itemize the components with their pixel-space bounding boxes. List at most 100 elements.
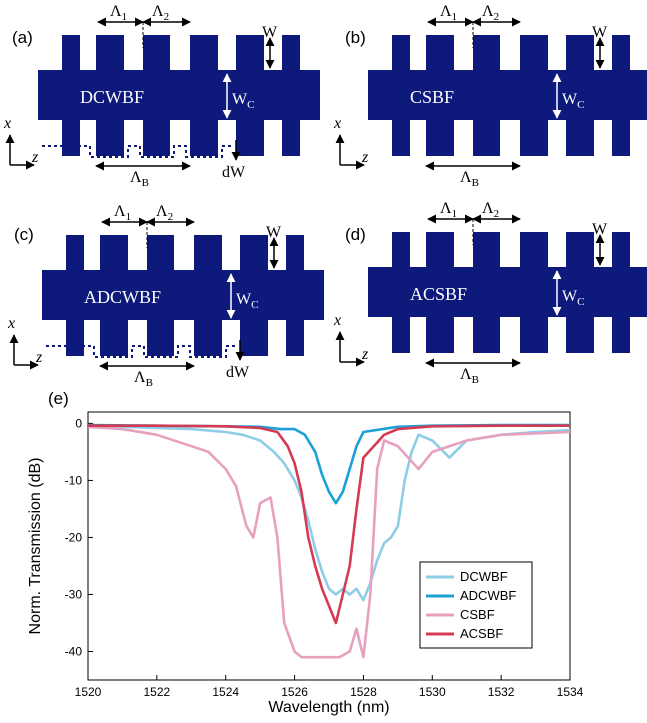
grating-tooth-bottom — [236, 119, 264, 156]
panel-1: DCWBF Λ1 Λ2 W WC ΛB dW x z (a) — [3, 3, 320, 189]
x-tick-label: 1522 — [144, 685, 171, 699]
grating-tooth-bottom — [426, 316, 454, 353]
x-axis-label: x — [333, 115, 341, 132]
grating-tooth-bottom — [96, 119, 124, 156]
y-axis-title: Norm. Transmission (dB) — [27, 458, 44, 635]
lambda1-label: Λ1 — [440, 3, 457, 23]
z-axis-label: z — [361, 346, 369, 363]
series-line-csbf — [87, 425, 571, 659]
grating-tooth-top — [612, 232, 630, 268]
grating-tooth-top — [190, 35, 218, 71]
grating-tooth-top — [62, 35, 80, 71]
grating-tooth-top — [520, 35, 548, 71]
grating-tooth-top — [473, 35, 500, 71]
grating-tooth-bottom — [194, 319, 222, 356]
lambda2-label: Λ2 — [482, 200, 499, 220]
grating-tooth-bottom — [566, 316, 594, 353]
grating-tooth-bottom — [520, 316, 548, 353]
grating-tooth-top — [426, 232, 454, 268]
grating-tooth-bottom — [566, 119, 594, 156]
x-tick-label: 1532 — [488, 685, 515, 699]
device-name: ACSBF — [410, 284, 467, 304]
z-axis-label: z — [35, 349, 43, 366]
grating-tooth-bottom — [240, 319, 268, 356]
core-body — [42, 270, 324, 320]
series-line-dcwbf — [87, 425, 571, 602]
grating-tooth-bottom — [282, 119, 300, 156]
x-axis-label: x — [333, 312, 341, 329]
grating-tooth-top — [566, 232, 594, 268]
grating-tooth-top — [520, 232, 548, 268]
w-label: W — [262, 24, 278, 41]
lambdaB-label: ΛB — [134, 369, 153, 389]
wc-label: WC — [236, 291, 258, 311]
grating-tooth-bottom — [473, 119, 500, 156]
wc-label: WC — [562, 91, 584, 111]
lambda1-label: Λ1 — [440, 200, 457, 220]
z-axis-label: z — [361, 149, 369, 166]
grating-tooth-bottom — [612, 316, 630, 353]
grating-tooth-top — [236, 35, 264, 71]
grating-tooth-top — [240, 235, 268, 271]
panel-4: ACSBF Λ1 Λ2 W WC ΛB x z (d) — [333, 200, 647, 386]
legend-entry: ADCWBF — [460, 588, 516, 603]
grating-tooth-bottom — [143, 119, 170, 156]
panel-letter-e: (e) — [48, 389, 69, 408]
grating-tooth-top — [100, 235, 128, 271]
grating-tooth-top — [143, 35, 170, 71]
y-tick-label: -30 — [65, 587, 83, 601]
x-tick-label: 1520 — [75, 685, 102, 699]
grating-tooth-top — [194, 235, 222, 271]
lambdaB-label: ΛB — [460, 169, 479, 189]
x-axis-label: x — [3, 115, 11, 132]
y-tick-label: -20 — [65, 530, 83, 544]
grating-tooth-bottom — [286, 319, 304, 356]
core-body — [368, 267, 647, 317]
w-label: W — [592, 221, 608, 238]
x-tick-label: 1528 — [350, 685, 377, 699]
series-line-acsbf — [88, 424, 570, 625]
legend-entry: DCWBF — [460, 569, 508, 584]
x-tick-label: 1530 — [419, 685, 446, 699]
grating-tooth-top — [282, 35, 300, 71]
x-tick-label: 1524 — [212, 685, 239, 699]
grating-tooth-top — [147, 235, 174, 271]
grating-tooth-bottom — [392, 316, 410, 353]
grating-tooth-top — [473, 232, 500, 268]
x-axis-label: x — [7, 315, 15, 332]
y-tick-label: -40 — [65, 644, 83, 658]
grating-tooth-top — [566, 35, 594, 71]
z-axis-label: z — [31, 149, 39, 166]
panel-letter: (d) — [345, 225, 366, 244]
grating-tooth-bottom — [392, 119, 410, 156]
lambdaB-label: ΛB — [460, 366, 479, 386]
lambda2-label: Λ2 — [156, 203, 173, 223]
x-tick-label: 1526 — [281, 685, 308, 699]
grating-tooth-bottom — [520, 119, 548, 156]
plot-frame — [87, 411, 571, 681]
grating-tooth-bottom — [147, 319, 174, 356]
legend-entry: ACSBF — [460, 626, 503, 641]
grating-tooth-top — [392, 35, 410, 71]
grating-tooth-top — [66, 235, 84, 271]
grating-tooth-top — [612, 35, 630, 71]
core-body — [38, 70, 320, 120]
lambda1-label: Λ1 — [110, 3, 127, 23]
dw-label: dW — [222, 164, 246, 181]
w-label: W — [266, 224, 282, 241]
legend-entry: CSBF — [460, 607, 495, 622]
grating-tooth-bottom — [190, 119, 218, 156]
x-axis-title: Wavelength (nm) — [268, 699, 389, 716]
grating-tooth-bottom — [426, 119, 454, 156]
grating-tooth-bottom — [612, 119, 630, 156]
grating-tooth-top — [392, 232, 410, 268]
panel-letter: (a) — [12, 28, 33, 47]
y-tick-label: -10 — [65, 473, 83, 487]
wc-label: WC — [232, 91, 254, 111]
dw-label: dW — [226, 364, 250, 381]
wc-label: WC — [562, 288, 584, 308]
panel-3: ADCWBF Λ1 Λ2 W WC ΛB dW x z (c) — [7, 203, 324, 389]
lambda2-label: Λ2 — [482, 3, 499, 23]
grating-tooth-bottom — [62, 119, 80, 156]
